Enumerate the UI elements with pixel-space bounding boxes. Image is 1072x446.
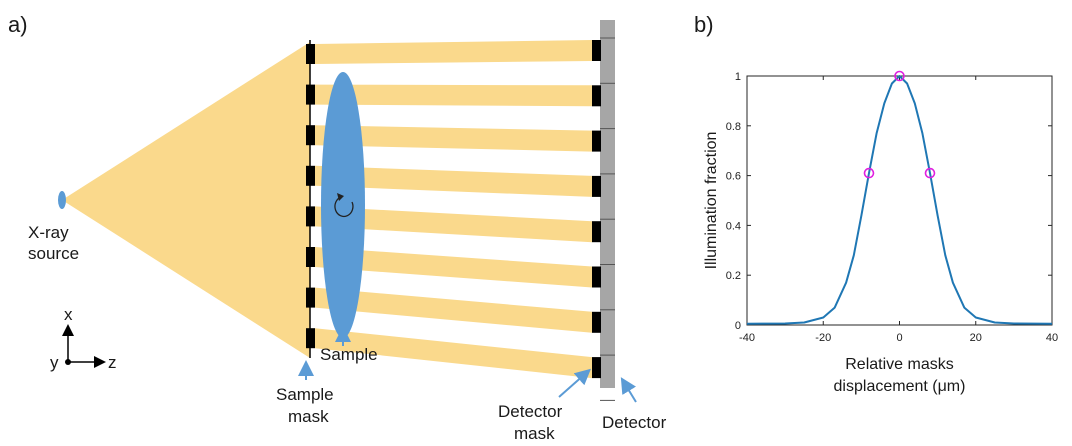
illumination-chart: -40 -20 0 20 40 0 0.2 0.4 0.6 0.8 1 Relative masks d… bbox=[703, 70, 1058, 395]
beamlet bbox=[315, 206, 592, 243]
beamlets bbox=[315, 40, 592, 379]
rotation-arrowhead bbox=[337, 193, 344, 201]
panel-b-label: b) bbox=[694, 12, 714, 37]
sample-mask bbox=[306, 40, 315, 358]
detector-pixel-lines bbox=[600, 37, 615, 401]
detector-mask-element bbox=[592, 130, 601, 152]
x-tick-label: 40 bbox=[1046, 332, 1058, 344]
beamlet bbox=[315, 287, 592, 333]
detector-mask-element bbox=[592, 85, 601, 107]
plot-frame bbox=[746, 75, 1053, 326]
detector-mask-element bbox=[592, 175, 601, 197]
illumination-curve bbox=[746, 75, 1053, 325]
detector-mask-element bbox=[592, 221, 601, 243]
beamlet bbox=[315, 84, 592, 107]
detector-mask-label-line1: Detector bbox=[498, 402, 563, 421]
x-tick-label: -40 bbox=[739, 332, 755, 344]
data-point-marker bbox=[894, 70, 905, 82]
xray-source-label-line1: X-ray bbox=[28, 223, 69, 242]
y-tick-label: 0.4 bbox=[726, 220, 741, 232]
detector-mask-label-line2: mask bbox=[514, 424, 555, 443]
y-axis-label: Illumination fraction bbox=[703, 132, 720, 270]
beamlet bbox=[315, 165, 592, 197]
xray-source-label-line2: source bbox=[28, 244, 79, 263]
data-point-marker bbox=[924, 167, 936, 179]
xray-cone bbox=[62, 42, 310, 358]
x-tick-label: 0 bbox=[896, 332, 902, 344]
x-axis-label-line2: displacement (μm) bbox=[834, 378, 966, 395]
x-axis-label-line1: Relative masks bbox=[845, 356, 953, 373]
detector-mask-pointer-arrow bbox=[558, 368, 591, 398]
sample-label: Sample bbox=[320, 345, 378, 364]
axis-label-y: y bbox=[50, 353, 59, 372]
detector-label: Detector bbox=[602, 413, 667, 432]
panel-a: a) X-ray source x y z Sample bbox=[8, 12, 667, 443]
axis-label-z: z bbox=[108, 353, 117, 372]
detector-mask-element bbox=[592, 40, 601, 61]
rotation-icon bbox=[334, 196, 354, 218]
y-tick-label: 1 bbox=[735, 71, 741, 83]
detector-mask-element bbox=[592, 266, 601, 288]
sample-mask-label-line1: Sample bbox=[276, 385, 334, 404]
panel-b: b) -40 -20 0 20 40 0 0.2 0.4 0.6 0.8 1 Relative mas… bbox=[694, 12, 1058, 395]
beamlet bbox=[315, 125, 592, 152]
detector-mask-element bbox=[592, 311, 601, 333]
sample-mask-label-line2: mask bbox=[288, 407, 329, 426]
x-tick-label: 20 bbox=[970, 332, 982, 344]
beamlet bbox=[315, 328, 592, 379]
coordinate-axes: x y z bbox=[50, 305, 117, 372]
xray-source bbox=[58, 191, 66, 209]
detector-pointer-arrow bbox=[620, 377, 637, 403]
detector bbox=[600, 20, 615, 388]
detector-mask-element bbox=[592, 357, 601, 379]
y-tick-label: 0.6 bbox=[726, 171, 741, 183]
data-point-marker bbox=[863, 167, 875, 179]
beamlet bbox=[315, 40, 592, 64]
axis-label-x: x bbox=[64, 305, 73, 324]
y-tick-label: 0.2 bbox=[726, 270, 741, 282]
y-tick-label: 0.8 bbox=[726, 121, 741, 133]
panel-a-label: a) bbox=[8, 12, 28, 37]
detector-mask bbox=[592, 40, 601, 379]
x-tick-label: -20 bbox=[815, 332, 831, 344]
beamlet bbox=[315, 247, 592, 288]
sample bbox=[321, 72, 365, 338]
y-tick-label: 0 bbox=[735, 320, 741, 332]
